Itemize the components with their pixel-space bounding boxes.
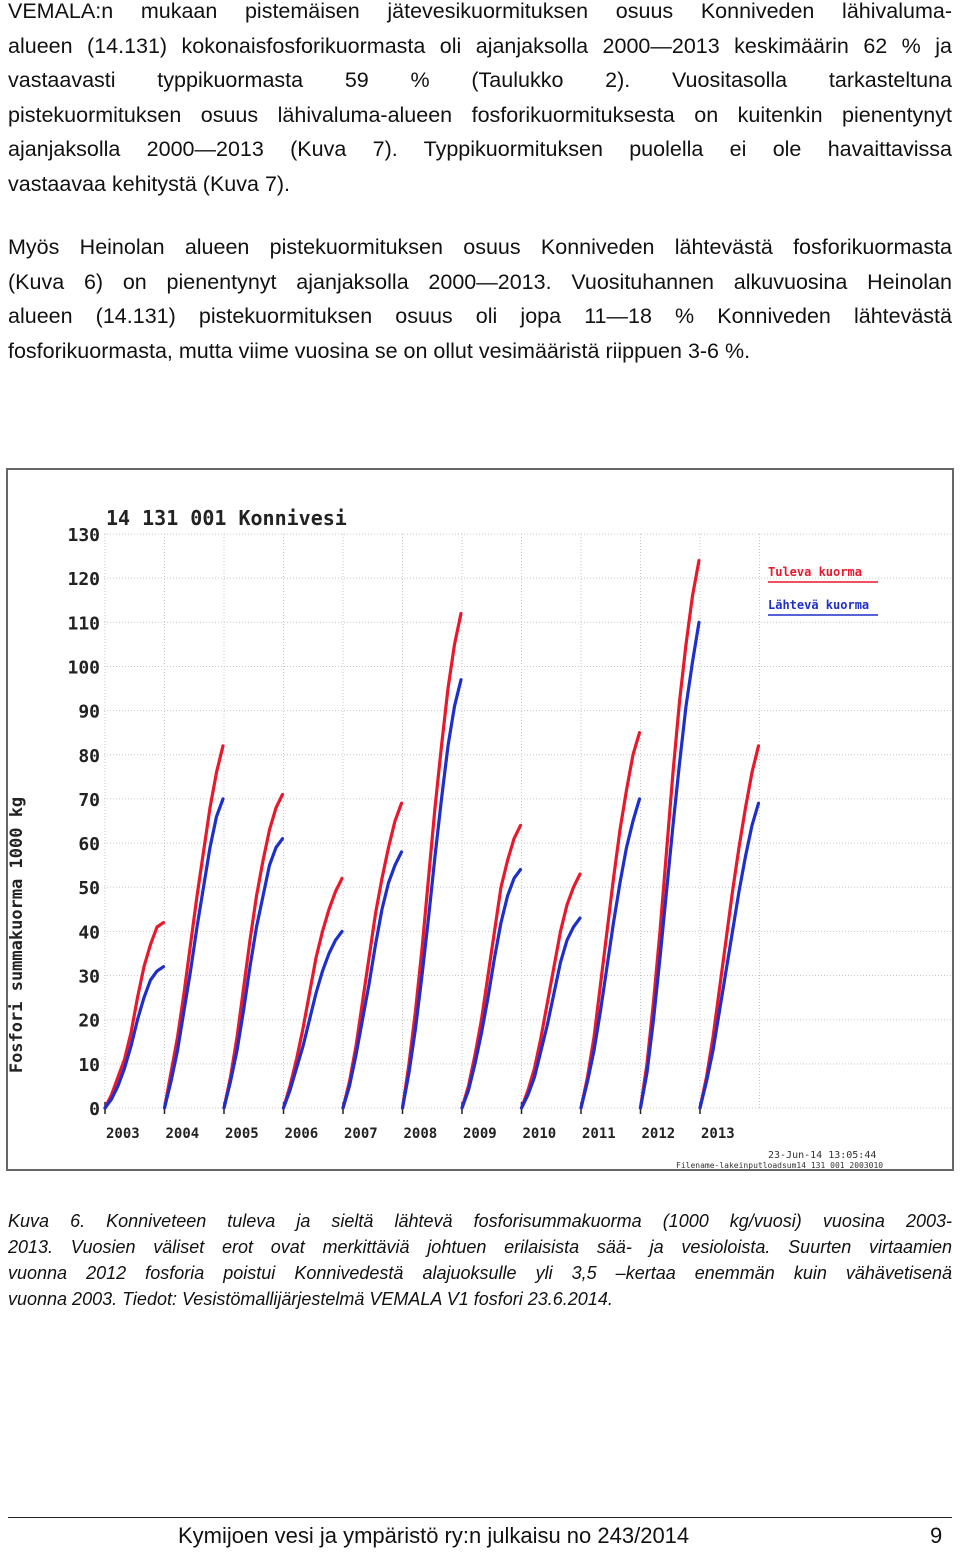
text-line: Kuva 6. Konniveteen tuleva ja sieltä läh… xyxy=(8,1211,952,1231)
y-tick-label: 60 xyxy=(78,834,100,855)
outflow-line-2009 xyxy=(460,868,523,1110)
text-line: (Kuva 6) on pienentynyt ajanjaksolla 200… xyxy=(8,269,952,294)
y-tick-label: 50 xyxy=(78,878,100,899)
footer-publication: Kymijoen vesi ja ympäristö ry:n julkaisu… xyxy=(178,1523,690,1548)
inflow-line-2011 xyxy=(579,731,642,1110)
outflow-line-2003 xyxy=(103,965,166,1110)
y-tick-label: 0 xyxy=(89,1099,100,1120)
figure-caption: Kuva 6. Konniveteen tuleva ja sieltä läh… xyxy=(8,1208,952,1312)
legend-inflow-label: Tuleva kuorma xyxy=(768,565,862,579)
text-line: VEMALA:n mukaan pistemäisen jätevesikuor… xyxy=(8,0,952,23)
inflow-line-2006 xyxy=(281,876,344,1110)
page-number: 9 xyxy=(930,1523,943,1548)
text-line: alueen (14.131) pistekuormituksen osuus … xyxy=(8,304,952,328)
paragraph-vemala: VEMALA:n mukaan pistemäisen jätevesikuor… xyxy=(8,0,952,201)
y-axis-ticks: 0 10 20 30 40 50 60 70 80 90 100 110 120 130 xyxy=(67,525,100,1120)
figure-konnivesi-chart: 0 10 20 30 40 50 60 70 80 90 100 110 120 130 2003 2004… xyxy=(6,468,954,1171)
x-tick-label: 2011 xyxy=(582,1126,616,1142)
text-line: vuonna 2012 fosforia poistui Konnivedest… xyxy=(8,1263,952,1283)
y-tick-label: 70 xyxy=(78,790,100,811)
y-tick-label: 20 xyxy=(78,1011,100,1032)
inflow-line-2012 xyxy=(638,558,701,1110)
text-line: pistekuormituksen osuus lähivaluma-aluee… xyxy=(8,102,952,127)
y-tick-label: 30 xyxy=(78,967,100,988)
y-tick-label: 10 xyxy=(78,1055,100,1076)
inflow-line-2003 xyxy=(103,921,166,1110)
outflow-line-2013 xyxy=(698,801,761,1110)
y-tick-label: 120 xyxy=(67,569,100,590)
outflow-line-2011 xyxy=(579,797,642,1110)
footer-divider xyxy=(8,1517,952,1518)
outflow-line-2007 xyxy=(341,850,404,1110)
text-line: vuonna 2003. Tiedot: Vesistömallijärjest… xyxy=(8,1289,613,1309)
y-axis-label: Fosfori summakuorma 1000 kg xyxy=(8,797,27,1073)
outflow-line-2010 xyxy=(519,916,582,1110)
x-tick-label: 2009 xyxy=(463,1126,497,1142)
text-line: Myös Heinolan alueen pistekuormituksen o… xyxy=(8,235,952,259)
inflow-line-2005 xyxy=(222,792,285,1110)
x-tick-label: 2013 xyxy=(701,1126,735,1142)
inflow-line-2004 xyxy=(162,744,225,1110)
inflow-line-2010 xyxy=(519,872,582,1110)
legend-outflow-label: Lähtevä kuorma xyxy=(768,598,869,612)
text-line: ajanjaksolla 2000—2013 (Kuva 7). Typpiku… xyxy=(8,137,952,161)
y-tick-label: 130 xyxy=(67,525,100,546)
x-tick-label: 2005 xyxy=(225,1126,259,1142)
paragraph-heinola: Myös Heinolan alueen pistekuormituksen o… xyxy=(8,230,952,368)
chart-grid xyxy=(104,533,952,1109)
x-tick-label: 2012 xyxy=(642,1126,676,1142)
outflow-line-2012 xyxy=(638,620,701,1110)
x-tick-label: 2007 xyxy=(344,1126,378,1142)
chart-title: 14 131 001 Konnivesi xyxy=(106,506,347,530)
x-tick-label: 2003 xyxy=(106,1126,140,1142)
chart-lines xyxy=(103,558,761,1110)
x-tick-label: 2010 xyxy=(523,1126,557,1142)
outflow-line-2006 xyxy=(281,929,344,1110)
x-tick-label: 2006 xyxy=(285,1126,319,1142)
outflow-line-2008 xyxy=(400,678,463,1110)
legend: Tuleva kuorma Lähtevä kuorma xyxy=(768,565,878,616)
outflow-line-2004 xyxy=(162,797,225,1110)
outflow-line-2005 xyxy=(222,837,285,1110)
filename-text: Filename-lakeinputloadsum14 131 001 2003… xyxy=(676,1161,883,1169)
text-line: 2013. Vuosien väliset erot ovat merkittä… xyxy=(8,1237,952,1257)
y-tick-label: 110 xyxy=(67,613,100,634)
inflow-line-2009 xyxy=(460,823,523,1110)
text-line: vastaavaa kehitystä (Kuva 7). xyxy=(8,171,291,196)
text-line: alueen (14.131) kokonaisfosforikuormasta… xyxy=(8,33,952,58)
inflow-line-2008 xyxy=(400,611,463,1110)
y-tick-label: 90 xyxy=(78,702,100,723)
text-line: fosforikuormasta, mutta viime vuosina se… xyxy=(8,338,751,363)
inflow-line-2013 xyxy=(698,744,761,1110)
x-tick-label: 2008 xyxy=(404,1126,438,1142)
y-tick-label: 100 xyxy=(67,657,100,678)
y-tick-label: 80 xyxy=(78,746,100,767)
y-tick-label: 40 xyxy=(78,922,100,943)
chart-svg: 0 10 20 30 40 50 60 70 80 90 100 110 120 130 2003 2004… xyxy=(8,506,952,1169)
x-tick-label: 2004 xyxy=(166,1126,200,1142)
timestamp-text: 23-Jun-14 13:05:44 xyxy=(768,1150,876,1161)
text-line: vastaavasti typpikuormasta 59 % (Taulukk… xyxy=(8,68,952,92)
